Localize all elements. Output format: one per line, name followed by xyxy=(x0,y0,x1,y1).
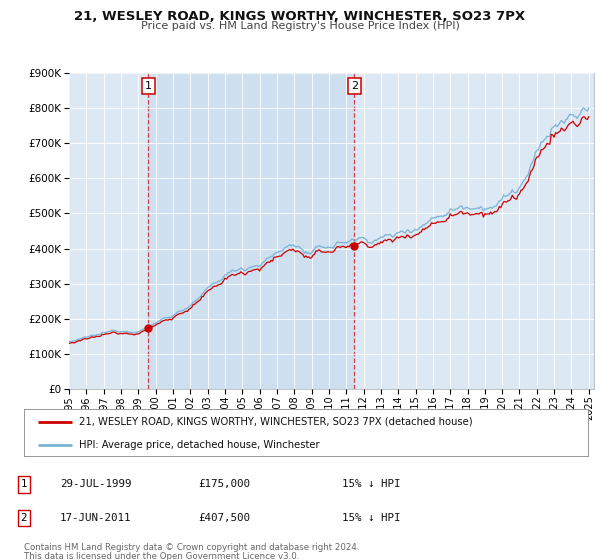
Text: 2: 2 xyxy=(20,513,28,523)
Text: 15% ↓ HPI: 15% ↓ HPI xyxy=(342,513,401,523)
Bar xyxy=(148,73,354,389)
Text: 1: 1 xyxy=(20,479,28,489)
Text: Contains HM Land Registry data © Crown copyright and database right 2024.: Contains HM Land Registry data © Crown c… xyxy=(24,543,359,552)
Text: Price paid vs. HM Land Registry's House Price Index (HPI): Price paid vs. HM Land Registry's House … xyxy=(140,21,460,31)
Text: 21, WESLEY ROAD, KINGS WORTHY, WINCHESTER, SO23 7PX (detached house): 21, WESLEY ROAD, KINGS WORTHY, WINCHESTE… xyxy=(79,417,473,427)
Text: £407,500: £407,500 xyxy=(198,513,250,523)
Text: 1: 1 xyxy=(145,81,152,91)
Text: This data is licensed under the Open Government Licence v3.0.: This data is licensed under the Open Gov… xyxy=(24,552,299,560)
Text: HPI: Average price, detached house, Winchester: HPI: Average price, detached house, Winc… xyxy=(79,440,320,450)
Text: £175,000: £175,000 xyxy=(198,479,250,489)
Text: 21, WESLEY ROAD, KINGS WORTHY, WINCHESTER, SO23 7PX: 21, WESLEY ROAD, KINGS WORTHY, WINCHESTE… xyxy=(74,10,526,22)
Text: 17-JUN-2011: 17-JUN-2011 xyxy=(60,513,131,523)
Text: 15% ↓ HPI: 15% ↓ HPI xyxy=(342,479,401,489)
Text: 2: 2 xyxy=(350,81,358,91)
Text: 29-JUL-1999: 29-JUL-1999 xyxy=(60,479,131,489)
